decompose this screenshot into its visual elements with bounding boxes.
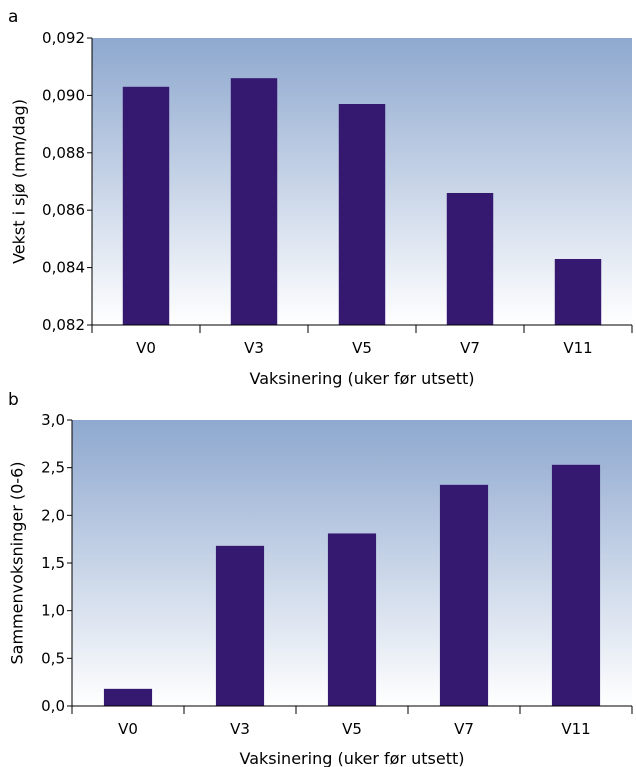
bar-v11 xyxy=(551,464,601,706)
panel-label-b: b xyxy=(8,390,19,410)
y-tick-label: 1,0 xyxy=(41,602,65,620)
y-tick-label: 0,082 xyxy=(42,316,85,334)
y-tick-label: 1,5 xyxy=(41,554,65,572)
x-ticks-a: V0 V3 V5 V7 V11 xyxy=(91,325,633,357)
chart-panel-b: b 0,0 0,5 1,0 1,5 2,0 2,5 3,0 V0 V3 V5 V7 V11 Vaks… xyxy=(8,390,633,767)
x-tick-label: V3 xyxy=(230,720,250,738)
y-tick-label: 0,088 xyxy=(42,144,85,162)
x-axis-label-a: Vaksinering (uker før utsett) xyxy=(250,369,475,388)
x-tick-label: V11 xyxy=(561,720,590,738)
bars-a xyxy=(122,78,602,326)
y-ticks-a: 0,082 0,084 0,086 0,088 0,090 0,092 xyxy=(42,29,92,334)
x-tick-label: V0 xyxy=(118,720,138,738)
bar-v5 xyxy=(338,104,386,325)
x-tick-label: V7 xyxy=(454,720,474,738)
bar-v3 xyxy=(215,545,265,706)
bar-v11 xyxy=(554,258,602,325)
x-tick-label: V7 xyxy=(460,339,480,357)
x-tick-label: V0 xyxy=(136,339,156,357)
y-tick-label: 0,0 xyxy=(41,697,65,715)
x-ticks-b: V0 V3 V5 V7 V11 xyxy=(71,706,633,738)
bar-v5 xyxy=(327,533,377,706)
y-tick-label: 0,092 xyxy=(42,29,85,47)
bars-b xyxy=(103,464,601,706)
panel-label-a: a xyxy=(8,7,18,27)
x-tick-label: V11 xyxy=(563,339,592,357)
y-axis-label-a: Vekst i sjø (mm/dag) xyxy=(10,99,29,264)
x-tick-label: V3 xyxy=(244,339,264,357)
bar-v7 xyxy=(446,192,494,325)
bar-v7 xyxy=(439,484,489,706)
y-tick-label: 3,0 xyxy=(41,411,65,429)
y-tick-label: 2,5 xyxy=(41,459,65,477)
y-axis-label-b: Sammenvoksninger (0-6) xyxy=(8,462,27,665)
bar-v0 xyxy=(103,688,153,706)
y-tick-label: 0,086 xyxy=(42,201,85,219)
x-tick-label: V5 xyxy=(352,339,372,357)
bar-v3 xyxy=(230,78,278,326)
y-tick-label: 0,084 xyxy=(42,259,85,277)
x-axis-label-b: Vaksinering (uker før utsett) xyxy=(240,749,465,767)
y-ticks-b: 0,0 0,5 1,0 1,5 2,0 2,5 3,0 xyxy=(41,411,72,715)
y-tick-label: 0,090 xyxy=(42,86,85,104)
x-tick-label: V5 xyxy=(342,720,362,738)
bar-v0 xyxy=(122,86,170,325)
y-tick-label: 2,0 xyxy=(41,506,65,524)
y-tick-label: 0,5 xyxy=(41,649,65,667)
